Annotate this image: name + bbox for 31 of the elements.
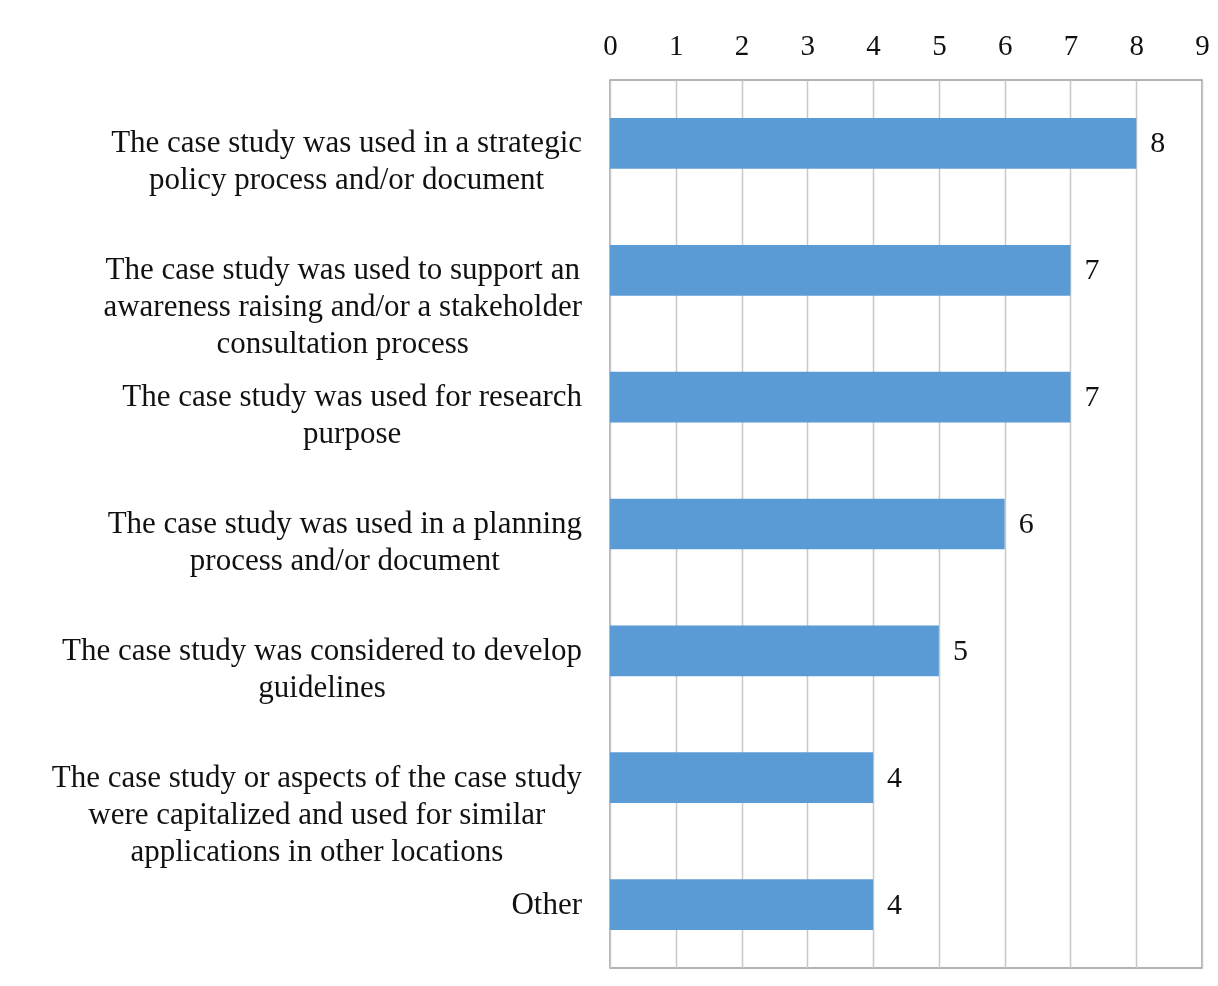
y-tick-label: The case study was used to support an awareness raising and/or a stakeholder consultation process [103, 251, 583, 361]
x-tick-label: 8 [1129, 28, 1144, 61]
x-tick-label: 1 [669, 28, 684, 61]
y-tick-label: Other [511, 885, 583, 921]
data-label: 7 [1084, 252, 1100, 286]
data-label: 5 [952, 632, 968, 666]
data-label: 4 [887, 759, 903, 793]
x-tick-label: 7 [1063, 28, 1079, 61]
data-label: 6 [1018, 506, 1034, 539]
x-tick-label: 0 [603, 28, 618, 61]
bar [610, 625, 939, 677]
bar [610, 118, 1137, 169]
bar [610, 879, 874, 930]
y-tick-label: The case study was used in a planning process and/or document [107, 505, 582, 577]
x-tick-label: 9 [1195, 28, 1210, 61]
x-tick-label: 6 [997, 28, 1013, 61]
data-label: 4 [887, 886, 903, 920]
y-tick-label: The case study was considered to develop guidelines [62, 631, 582, 704]
x-tick-label: 5 [932, 28, 947, 61]
bar [610, 498, 1005, 550]
y-tick-label: The case study was used for research purpose [122, 378, 583, 451]
y-tick-label: The case study or aspects of the case study were capitalized and used for similar applications in other locations [51, 758, 583, 868]
x-tick-label: 3 [800, 28, 816, 61]
x-tick-label: 2 [734, 28, 750, 61]
data-label: 7 [1084, 379, 1100, 413]
y-tick-label: The case study was used in a strategic policy process and/or document [111, 124, 582, 197]
bar [610, 244, 1071, 296]
x-tick-label: 4 [866, 28, 882, 61]
bar [610, 371, 1071, 423]
bar [610, 752, 874, 804]
data-label: 8 [1150, 125, 1166, 159]
